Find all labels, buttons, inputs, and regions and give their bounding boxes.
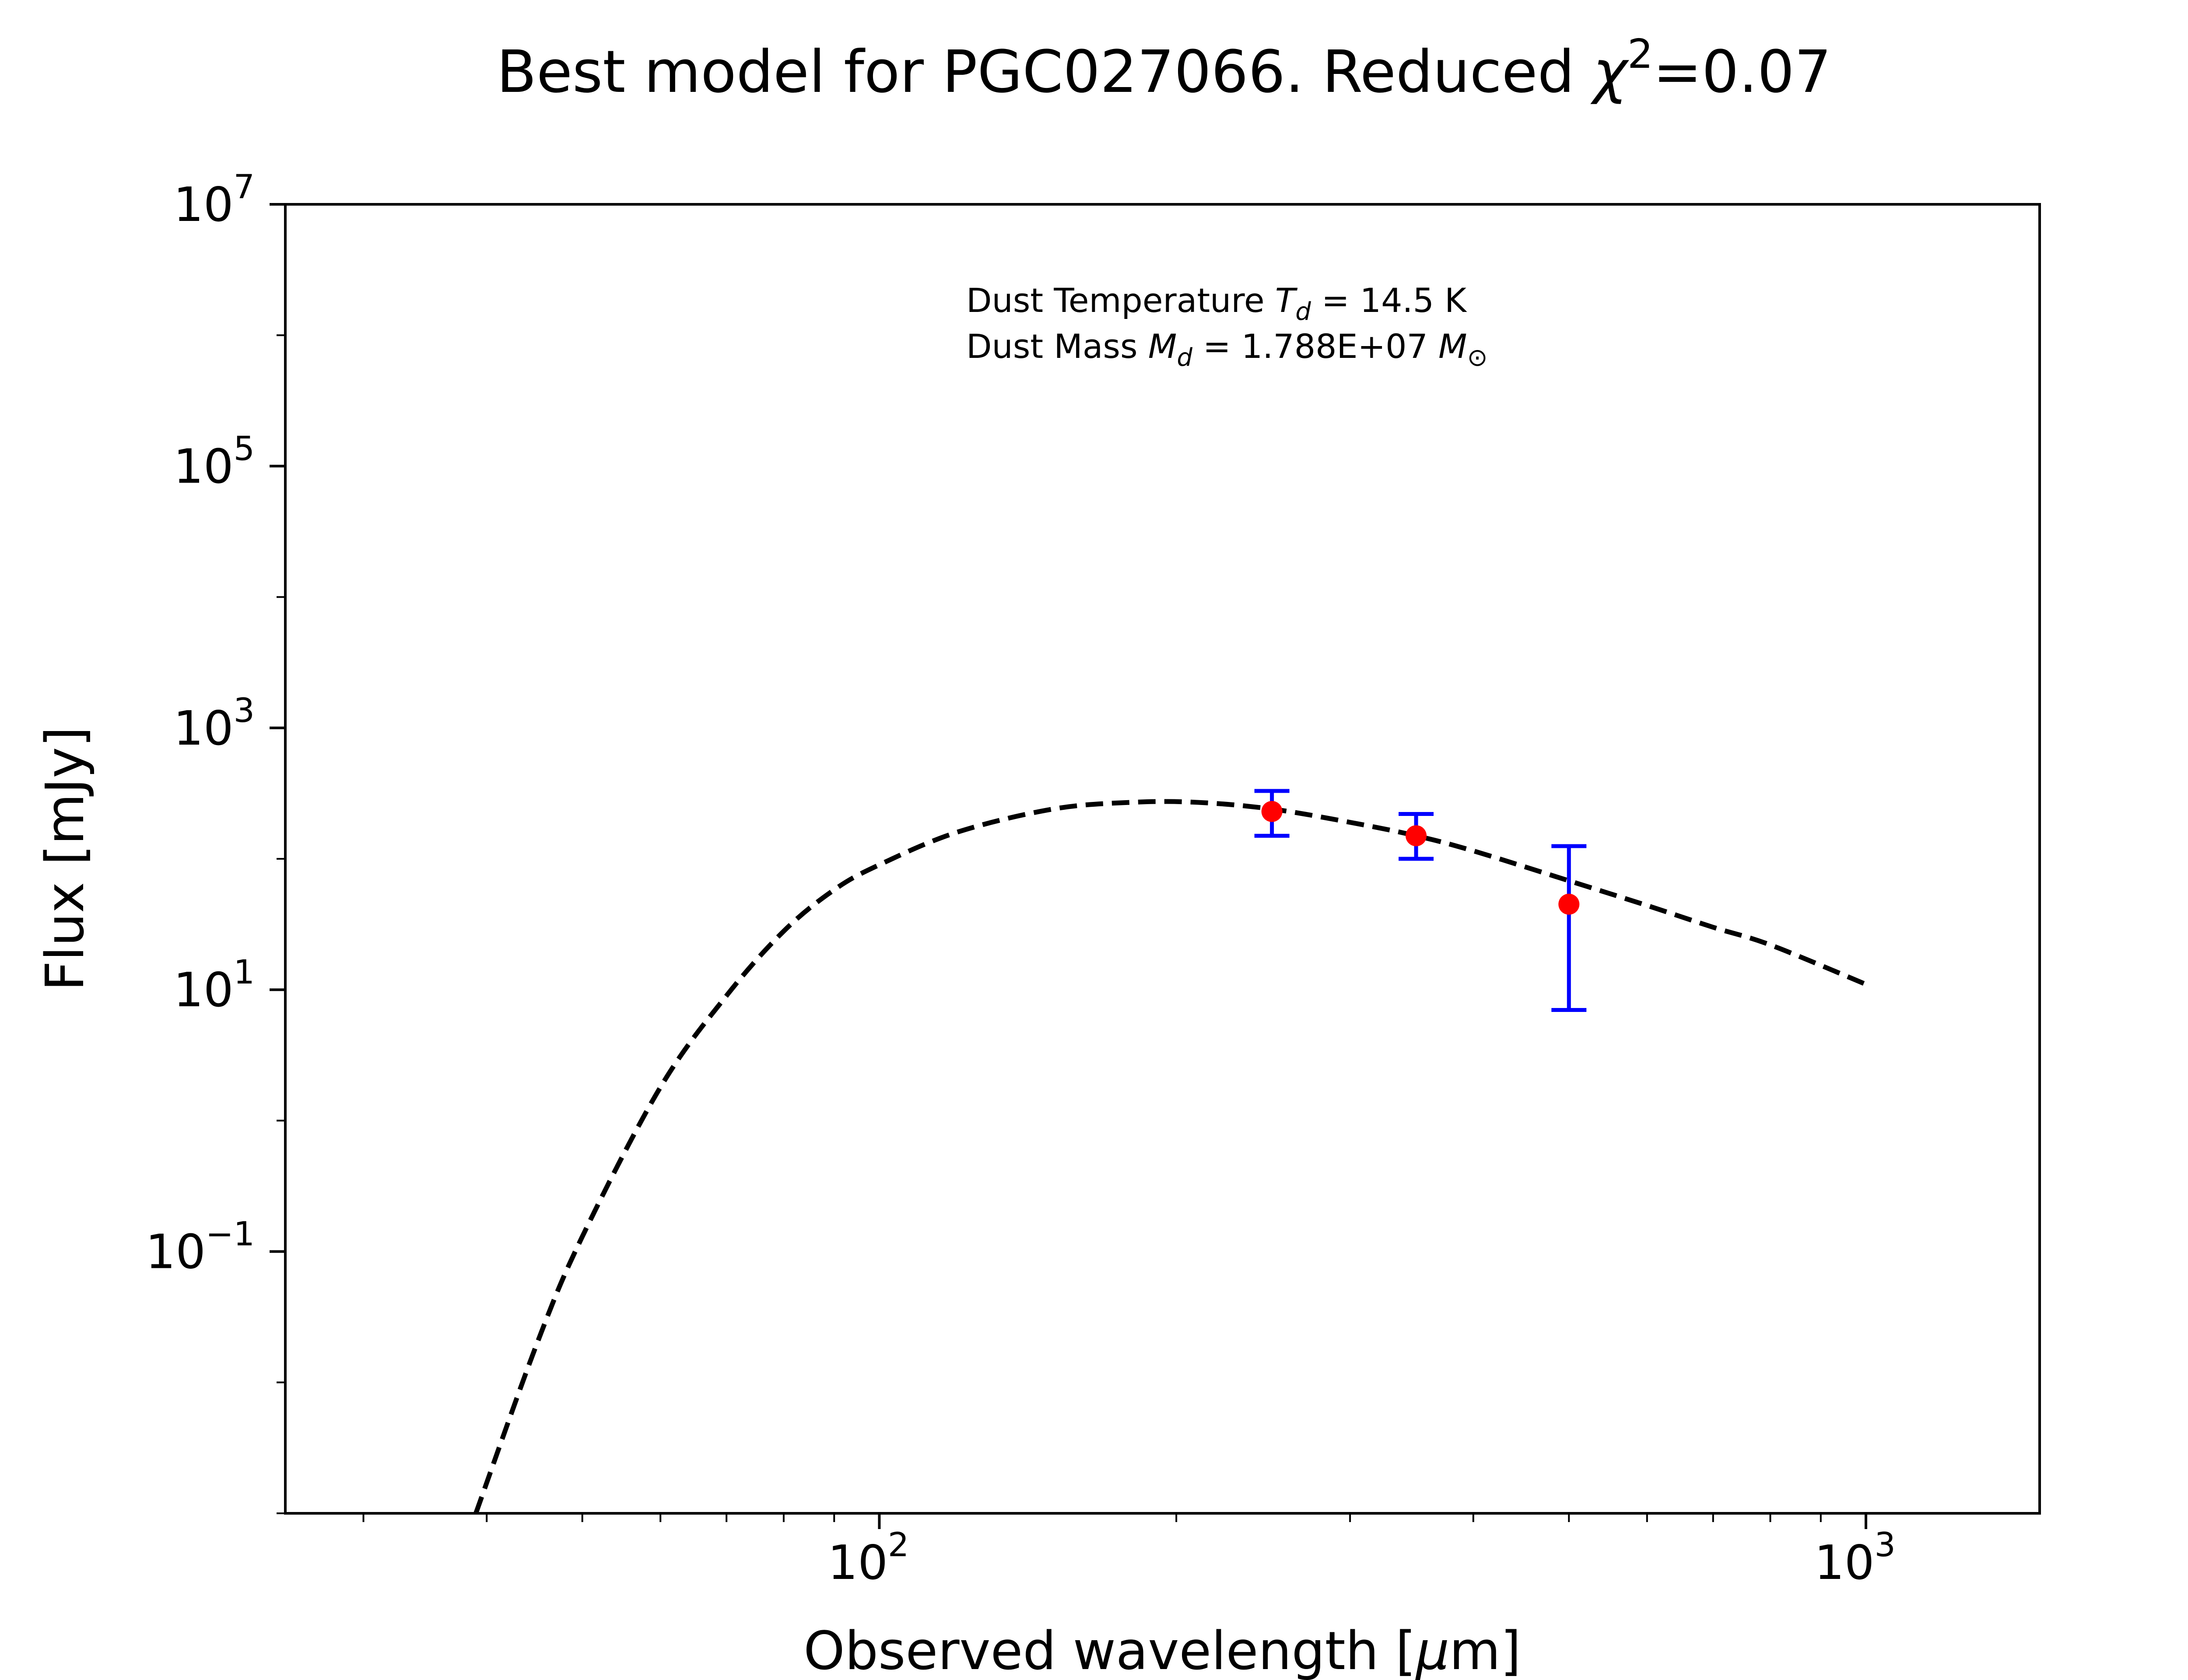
y-axis-ticks: 107 105 103 101 10−1 [146,167,285,1514]
x-axis-label-mu: μ [1415,1621,1449,1680]
model-curve-group [473,799,1867,1514]
y-axis-label: Flux [mJy] [35,727,96,991]
chart-title-suffix: =0.07 [1653,38,1832,106]
data-points-group [1254,789,1587,1012]
data-point [1406,825,1427,847]
model-curve [473,799,1867,1514]
y-tick-label: 103 [173,691,255,756]
annotation-dust-temperature: Dust Temperature Td = 14.5 K [966,281,1467,326]
chart-title-chi: χ [1590,38,1629,106]
x-axis-label-prefix: Observed wavelength [ [803,1621,1416,1680]
x-axis-label: Observed wavelength [μm] [803,1621,1521,1680]
y-tick-label: 105 [173,429,255,494]
y-tick-label: 10−1 [146,1214,255,1280]
y-tick-label: 107 [173,167,255,232]
x-axis-label-suffix: m] [1449,1621,1521,1680]
data-point [1558,893,1580,915]
y-tick-label: 101 [173,952,255,1018]
x-tick-label: 102 [828,1525,909,1590]
plot-area [284,203,2041,1515]
x-tick-label: 103 [1814,1525,1896,1590]
x-axis-ticks: 102 103 [362,1513,1896,1590]
chart-title-sup: 2 [1627,31,1653,77]
data-point [1261,801,1283,822]
chart-title-prefix: Best model for PGC027066. Reduced [497,38,1593,106]
annotation-dust-mass: Dust Mass Md = 1.788E+07 M⊙ [966,327,1488,372]
chart-title: Best model for PGC027066. Reduced χ2=0.0… [497,31,1831,106]
